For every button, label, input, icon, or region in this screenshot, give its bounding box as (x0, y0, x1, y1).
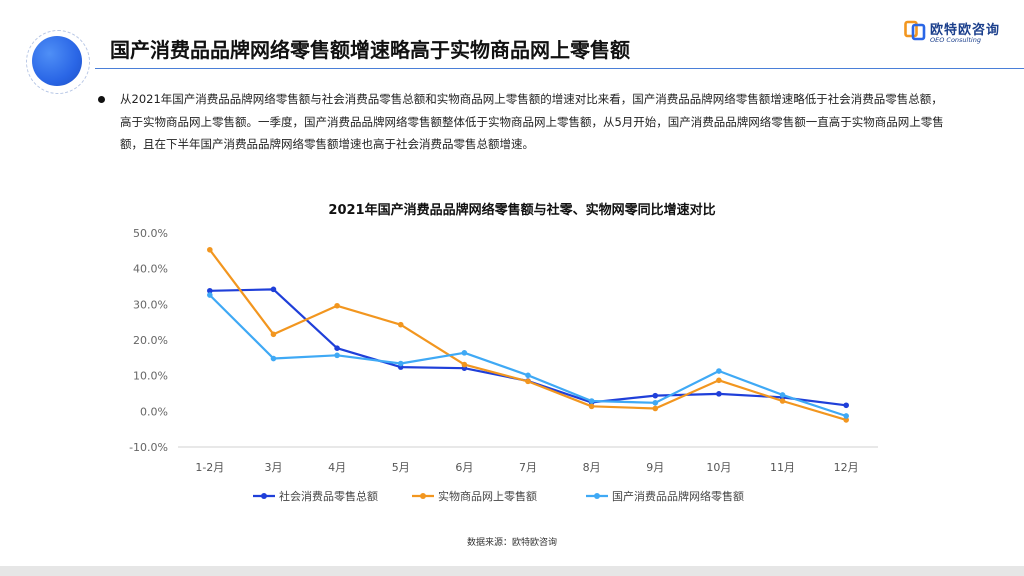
data-point (334, 345, 340, 352)
title-divider (95, 68, 1024, 69)
line-chart: 2021年国产消费品品牌网络零售额与社零、实物网零同比增速对比 50.0% 40.… (129, 202, 878, 503)
footer-band (0, 566, 1024, 576)
legend-marker (594, 493, 600, 499)
legend-marker (261, 493, 267, 499)
data-point (652, 392, 659, 399)
page-title: 国产消费品品牌网络零售额增速略高于实物商品网上零售额 (110, 38, 630, 62)
y-tick-label: 30.0% (133, 298, 168, 311)
data-point (207, 246, 213, 253)
data-point (397, 321, 404, 328)
x-tick-label: 12月 (834, 461, 859, 474)
x-tick-label: 10月 (706, 461, 731, 474)
y-tick-label: 0.0% (140, 405, 168, 418)
legend-label: 国产消费品品牌网络零售额 (612, 489, 744, 503)
company-logo: 欧特欧咨询 OEO Consulting (904, 18, 1014, 48)
x-tick-label: 3月 (264, 461, 282, 474)
x-tick-label: 11月 (770, 461, 795, 474)
x-tick-label: 7月 (519, 461, 537, 474)
x-tick-label: 9月 (646, 461, 664, 474)
chart-title: 2021年国产消费品品牌网络零售额与社零、实物网零同比增速对比 (328, 202, 715, 218)
x-tick-label: 5月 (392, 461, 410, 474)
data-point (270, 355, 277, 362)
data-point (652, 405, 659, 412)
decorative-ring (26, 30, 90, 94)
y-tick-label: 40.0% (133, 263, 168, 276)
y-tick-label: -10.0% (129, 441, 168, 454)
data-point (461, 350, 468, 356)
y-tick-label: 20.0% (133, 334, 168, 347)
data-point (843, 417, 849, 423)
data-point (525, 372, 531, 379)
data-point (652, 399, 659, 406)
x-tick-label: 1-2月 (195, 461, 224, 474)
data-point (207, 287, 213, 294)
data-point (716, 368, 722, 374)
data-point (779, 398, 786, 404)
data-point (461, 361, 468, 368)
data-point (270, 331, 277, 338)
summary-paragraph: 从2021年国产消费品品牌网络零售额与社会消费品零售总额和实物商品网上零售额的增… (120, 92, 944, 151)
x-tick-label: 4月 (328, 461, 346, 474)
logo-text: 欧特欧咨询 (930, 23, 1001, 38)
y-tick-label: 50.0% (133, 227, 168, 240)
y-tick-label: 10.0% (133, 370, 168, 383)
data-point (588, 398, 595, 404)
legend-label: 社会消费品零售总额 (279, 489, 378, 503)
series-line-2 (208, 249, 847, 421)
x-tick-label: 6月 (455, 461, 473, 474)
data-point (207, 292, 213, 298)
data-point (525, 378, 531, 385)
data-point (716, 377, 722, 384)
series-line-1 (209, 288, 847, 407)
data-point (397, 360, 404, 367)
data-point (270, 286, 277, 293)
series-line-3 (209, 294, 847, 418)
data-point (334, 352, 340, 359)
decorative-circle (32, 36, 82, 86)
data-point (334, 302, 340, 309)
data-point (843, 413, 849, 419)
data-point (716, 391, 722, 397)
bullet-dot (98, 96, 105, 103)
x-tick-label: 8月 (583, 461, 601, 474)
data-source-note: 数据来源：欧特欧咨询 (466, 538, 557, 548)
data-point (779, 392, 786, 398)
legend-marker (420, 493, 426, 499)
data-point (843, 402, 849, 409)
logo-mark-icon (904, 20, 926, 41)
legend-label: 实物商品网上零售额 (438, 489, 537, 503)
logo-subtext: OEO Consulting (930, 36, 981, 44)
data-point (588, 403, 595, 410)
